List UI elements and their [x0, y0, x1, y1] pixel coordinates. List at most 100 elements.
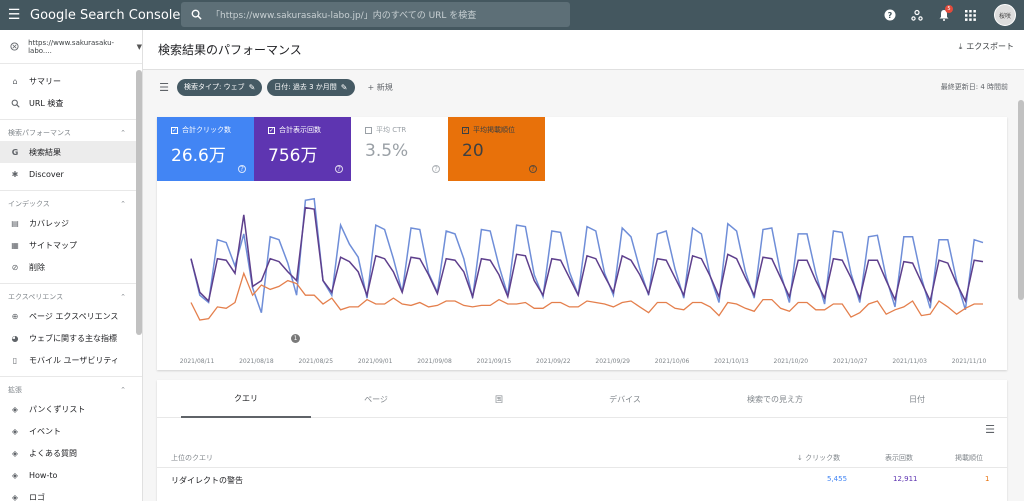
asterisk-icon: ✱	[11, 169, 19, 179]
sidebar-item-coverage[interactable]: ▤ カバレッジ	[0, 212, 142, 234]
sidebar-item-search-results[interactable]: G 検索結果	[0, 141, 142, 163]
metric-average-position[interactable]: ✓ 平均掲載順位 20 ?	[448, 117, 545, 181]
row-impressions: 12,911	[893, 475, 918, 483]
performance-line-chart[interactable]: 2021/08/11 2021/08/18 2021/08/25 2021/09/01…	[157, 181, 1007, 370]
sidebar-item-removals[interactable]: ⊘ 削除	[0, 256, 142, 278]
sidebar-item-howto[interactable]: ◈ How-to	[0, 464, 142, 486]
url-inspection-search[interactable]: 「https://www.sakurasaku-labo.jp/」内のすべての …	[181, 2, 570, 27]
property-selector[interactable]: https://www.sakurasaku-labo.... ▼	[0, 30, 142, 64]
layers-icon: ◈	[11, 426, 19, 436]
series-line-1[interactable]	[190, 206, 984, 304]
sidebar-item-url-inspection[interactable]: URL 検査	[0, 92, 142, 114]
dimension-table-card: クエリ ページ 国 デバイス 検索での見え方 日付 ☰ 上位のクエリ ↓ クリッ…	[157, 380, 1007, 501]
menu-icon[interactable]: ☰	[7, 7, 21, 23]
performance-chart-card: ✓ 合計クリック数 26.6万 ? ✓ 合計表示回数 756万 ? 平均 CTR 3…	[157, 117, 1007, 370]
sitemap-icon: ▦	[11, 240, 19, 250]
metric-label: 合計クリック数	[182, 126, 231, 134]
sidebar-item-faq[interactable]: ◈ よくある質問	[0, 442, 142, 464]
help-icon[interactable]: ?	[335, 165, 343, 173]
metric-average-ctr[interactable]: 平均 CTR 3.5% ?	[351, 117, 448, 181]
notifications-bell-icon[interactable]: 5	[930, 0, 957, 30]
sidebar-item-label: よくある質問	[29, 448, 77, 458]
sidebar-item-breadcrumbs[interactable]: ◈ パンくずリスト	[0, 398, 142, 420]
x-tick-label: 2021/11/03	[892, 358, 927, 365]
sidebar-item-label: イベント	[29, 426, 61, 436]
remove-icon: ⊘	[11, 262, 19, 272]
help-icon[interactable]: ?	[876, 0, 903, 30]
row-query[interactable]: リダイレクトの警告	[171, 476, 243, 485]
apps-grid-icon[interactable]	[957, 0, 984, 30]
home-icon: ⌂	[12, 76, 18, 86]
sidebar-item-logo[interactable]: ◈ ロゴ	[0, 486, 142, 501]
users-icon[interactable]	[903, 0, 930, 30]
new-filter-button[interactable]: + 新規	[368, 82, 393, 93]
tab-pages[interactable]: ページ	[364, 394, 388, 404]
sidebar-item-label: ウェブに関する主な指標	[29, 333, 117, 343]
sidebar-item-label: URL 検査	[29, 98, 64, 108]
sidebar-item-label: モバイル ユーザビリティ	[29, 355, 119, 365]
main-scrollbar[interactable]	[1018, 100, 1024, 300]
export-label: エクスポート	[966, 42, 1014, 51]
sidebar-item-label: How-to	[29, 470, 58, 480]
tab-dates[interactable]: 日付	[909, 394, 925, 404]
dimension-tabs: クエリ ページ 国 デバイス 検索での見え方 日付	[157, 380, 1007, 418]
filter-bar: ☰ 検索タイプ: ウェブ ✎ 日付: 過去 3 か月間 ✎ + 新規 最終更新日…	[143, 70, 1024, 104]
sidebar-item-page-experience[interactable]: ⊕ ページ エクスペリエンス	[0, 305, 142, 327]
sidebar-item-events[interactable]: ◈ イベント	[0, 420, 142, 442]
col-position[interactable]: 掲載順位	[955, 454, 983, 462]
sidebar-item-sitemaps[interactable]: ▦ サイトマップ	[0, 234, 142, 256]
chevron-down-icon: ▼	[136, 42, 142, 51]
section-title: インデックス	[8, 199, 50, 208]
plus-icon: +	[367, 82, 375, 92]
tab-devices[interactable]: デバイス	[609, 394, 641, 404]
help-icon[interactable]: ?	[432, 165, 440, 173]
app-logo[interactable]: Google Search Console	[30, 7, 181, 23]
col-impressions[interactable]: 表示回数	[885, 454, 913, 462]
notification-count-badge: 5	[945, 5, 953, 13]
sidebar-item-label: 削除	[29, 262, 45, 272]
table-header: 上位のクエリ ↓ クリック数 表示回数 掲載順位	[157, 446, 1007, 468]
top-app-bar: ☰ Google Search Console 「https://www.sak…	[0, 0, 1024, 30]
table-row[interactable]: リダイレクトの警告 5,455 12,911 1	[157, 468, 1007, 490]
account-avatar[interactable]: 桜咲	[994, 4, 1016, 26]
help-icon[interactable]: ?	[529, 165, 537, 173]
metric-total-impressions[interactable]: ✓ 合計表示回数 756万 ?	[254, 117, 351, 181]
x-tick-label: 2021/09/01	[358, 358, 393, 365]
sidebar-item-label: 検索結果	[29, 147, 61, 157]
annotation-marker-icon[interactable]: 1	[291, 334, 300, 343]
filter-icon[interactable]: ☰	[159, 80, 169, 94]
sidebar-item-label: カバレッジ	[29, 218, 69, 228]
checkbox-checked-icon: ✓	[268, 126, 275, 134]
sidebar-item-mobile-usability[interactable]: ▯ モバイル ユーザビリティ	[0, 349, 142, 371]
new-label: 新規	[376, 82, 393, 92]
last-updated: 最終更新日: 4 時間前	[940, 83, 1008, 91]
series-line-2[interactable]	[190, 271, 983, 321]
filter-chip-search-type[interactable]: 検索タイプ: ウェブ ✎	[177, 78, 263, 96]
export-button[interactable]: ⤓ エクスポート	[959, 41, 1014, 52]
section-search-performance[interactable]: 検索パフォーマンス ⌃	[0, 119, 142, 141]
section-title: エクスペリエンス	[8, 292, 64, 301]
tab-countries[interactable]: 国	[495, 394, 503, 404]
row-position: 1	[985, 475, 990, 483]
filter-chip-date[interactable]: 日付: 過去 3 か月間 ✎	[267, 78, 355, 96]
tab-queries[interactable]: クエリ	[181, 380, 311, 418]
section-index[interactable]: インデックス ⌃	[0, 190, 142, 212]
checkbox-checked-icon: ✓	[462, 126, 469, 134]
help-icon[interactable]: ?	[238, 165, 246, 173]
sidebar-item-label: パンくずリスト	[29, 404, 86, 414]
chevron-up-icon: ⌃	[120, 199, 126, 208]
sidebar-item-core-web-vitals[interactable]: ◕ ウェブに関する主な指標	[0, 327, 142, 349]
edit-pencil-icon: ✎	[340, 82, 348, 92]
tab-search-appearance[interactable]: 検索での見え方	[747, 394, 803, 404]
search-placeholder: 「https://www.sakurasaku-labo.jp/」内のすべての …	[211, 11, 477, 21]
sidebar-item-discover[interactable]: ✱ Discover	[0, 163, 142, 185]
section-enhancements[interactable]: 拡張 ⌃	[0, 376, 142, 398]
sidebar-scrollbar[interactable]	[136, 70, 142, 335]
col-clicks[interactable]: ↓ クリック数	[797, 454, 841, 462]
col-top-queries[interactable]: 上位のクエリ	[171, 454, 213, 462]
metric-label: 平均掲載順位	[473, 126, 515, 134]
metric-total-clicks[interactable]: ✓ 合計クリック数 26.6万 ?	[157, 117, 254, 181]
table-filter-icon[interactable]: ☰	[985, 423, 995, 436]
sidebar-item-summary[interactable]: ⌂ サマリー	[0, 70, 142, 92]
section-experience[interactable]: エクスペリエンス ⌃	[0, 283, 142, 305]
